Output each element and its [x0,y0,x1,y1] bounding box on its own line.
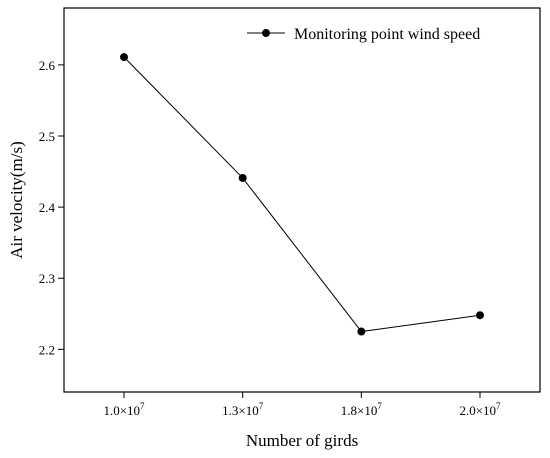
legend-marker [262,29,270,37]
legend-label: Monitoring point wind speed [294,26,480,43]
y-tick-label-3: 2.5 [39,129,55,144]
y-tick-label-0: 2.2 [39,342,55,357]
x-axis-label: Number of girds [246,431,358,450]
data-point-3 [476,311,484,320]
x-axis: 1.0×107 1.3×107 1.8×107 2.0×107 [103,392,501,418]
data-point-1 [238,173,247,182]
data-point-0 [120,53,128,62]
y-tick-label-2: 2.4 [39,200,56,215]
series-layer [120,53,484,336]
x-tick-label-3: 2.0×107 [459,401,501,418]
x-tick-label-1: 1.3×107 [222,401,264,418]
data-point-2 [357,327,366,336]
y-axis-label: Air velocity(m/s) [7,141,26,259]
y-tick-label-1: 2.3 [39,271,55,286]
x-tick-label-0: 1.0×107 [103,401,145,418]
plot-frame [63,7,541,393]
y-tick-label-4: 2.6 [39,58,56,73]
x-tick-label-2: 1.8×107 [341,401,383,418]
legend: Monitoring point wind speed [247,26,480,43]
series-line-0 [123,56,481,333]
y-axis: 2.2 2.3 2.4 2.5 2.6 [39,58,64,357]
